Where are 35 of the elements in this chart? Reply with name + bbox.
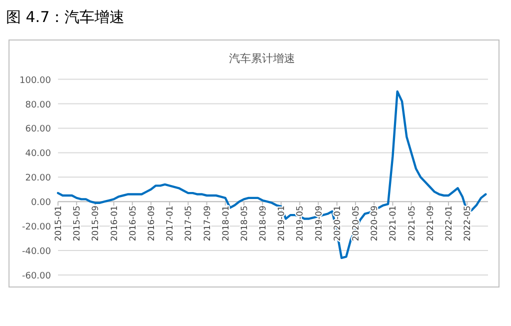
x-tick-label: 2021-01 [388, 206, 399, 242]
x-tick-label: 2015-01 [54, 206, 64, 242]
x-tick-label: 2017-05 [184, 206, 194, 242]
x-tick-label: 2018-01 [221, 206, 232, 242]
x-tick-label: 2020-05 [352, 206, 362, 242]
caption: 图 4.7：汽车增速 [6, 8, 125, 26]
y-tick-label: 80.00 [25, 100, 52, 110]
y-tick-label: 20.00 [25, 174, 52, 184]
x-tick-label: 2020-01 [332, 206, 343, 242]
x-tick-label: 2019-05 [296, 206, 306, 242]
x-tick-label: 2022-05 [463, 206, 474, 242]
x-tick-label: 2018-05 [240, 206, 250, 242]
y-tick-label: 40.00 [25, 149, 52, 160]
y-tick-label: -20.00 [22, 222, 52, 233]
x-tick-label: 2017-01 [166, 206, 176, 242]
x-tick-label: 2019-09 [314, 206, 324, 242]
x-tick-label: 2016-05 [128, 206, 138, 242]
y-tick-label: -40.00 [22, 247, 52, 258]
y-tick-label: -60.00 [22, 272, 52, 282]
x-tick-label: 2020-09 [370, 206, 380, 242]
y-tick-label: 100.00 [20, 76, 52, 86]
x-tick-label: 2021-09 [426, 206, 436, 242]
x-tick-label: 2015-05 [72, 206, 83, 242]
x-tick-label: 2015-09 [91, 206, 102, 242]
x-tick-label: 2018-09 [258, 206, 269, 242]
chart-title: 汽车累计增速 [229, 52, 295, 65]
y-tick-label: 60.00 [25, 124, 52, 135]
line-series [56, 90, 487, 259]
x-tick-label: 2016-09 [146, 206, 157, 242]
x-tick-label: 2019-01 [277, 206, 288, 242]
x-tick-label: 2022-01 [444, 206, 454, 242]
x-tick-label: 2017-09 [202, 206, 213, 242]
x-tick-label: 2021-05 [407, 206, 418, 242]
y-tick-label: 0.00 [30, 198, 52, 208]
x-tick-label: 2016-01 [110, 206, 120, 242]
